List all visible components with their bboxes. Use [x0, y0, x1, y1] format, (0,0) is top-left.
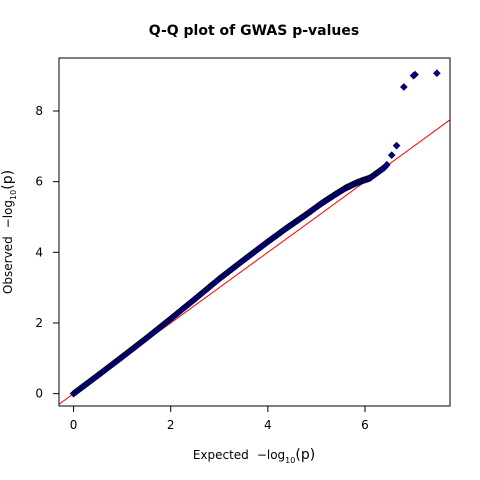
- data-point: [383, 160, 391, 169]
- y-axis-label: Observed −log10(p): [0, 170, 18, 294]
- x-axis-label-subscript: 10: [285, 456, 295, 465]
- x-axis-label-arg: (p): [295, 447, 315, 463]
- outlier-point: [387, 151, 396, 159]
- y-axis-label-formula: −log: [1, 200, 15, 228]
- outlier-point: [392, 141, 401, 150]
- axis-ticks: 0 2 4 6 0 2 4 6 8: [35, 104, 368, 432]
- plot-area: [59, 69, 450, 405]
- y-tick-label: 6: [35, 175, 43, 189]
- outlier-point: [400, 83, 408, 91]
- y-axis-label-text: Observed: [1, 236, 15, 294]
- y-tick-label: 8: [35, 104, 43, 118]
- y-axis-label-arg: (p): [0, 170, 16, 190]
- x-tick-label: 0: [70, 418, 78, 432]
- x-tick-label: 4: [264, 418, 272, 432]
- x-tick-label: 6: [361, 418, 369, 432]
- x-axis-label-formula: −log: [257, 448, 285, 462]
- x-axis-label: Expected −log10(p): [193, 447, 315, 465]
- plot-frame: [58, 57, 451, 407]
- outlier-point: [433, 69, 441, 78]
- y-axis-label-subscript: 10: [9, 190, 18, 200]
- y-tick-label: 2: [35, 316, 43, 330]
- x-axis-label-text: Expected: [193, 448, 249, 462]
- x-tick-label: 2: [167, 418, 175, 432]
- chart-title: Q-Q plot of GWAS p-values: [149, 23, 359, 39]
- y-tick-label: 4: [35, 245, 43, 259]
- outlier-point: [411, 70, 419, 79]
- y-tick-label: 0: [35, 387, 43, 401]
